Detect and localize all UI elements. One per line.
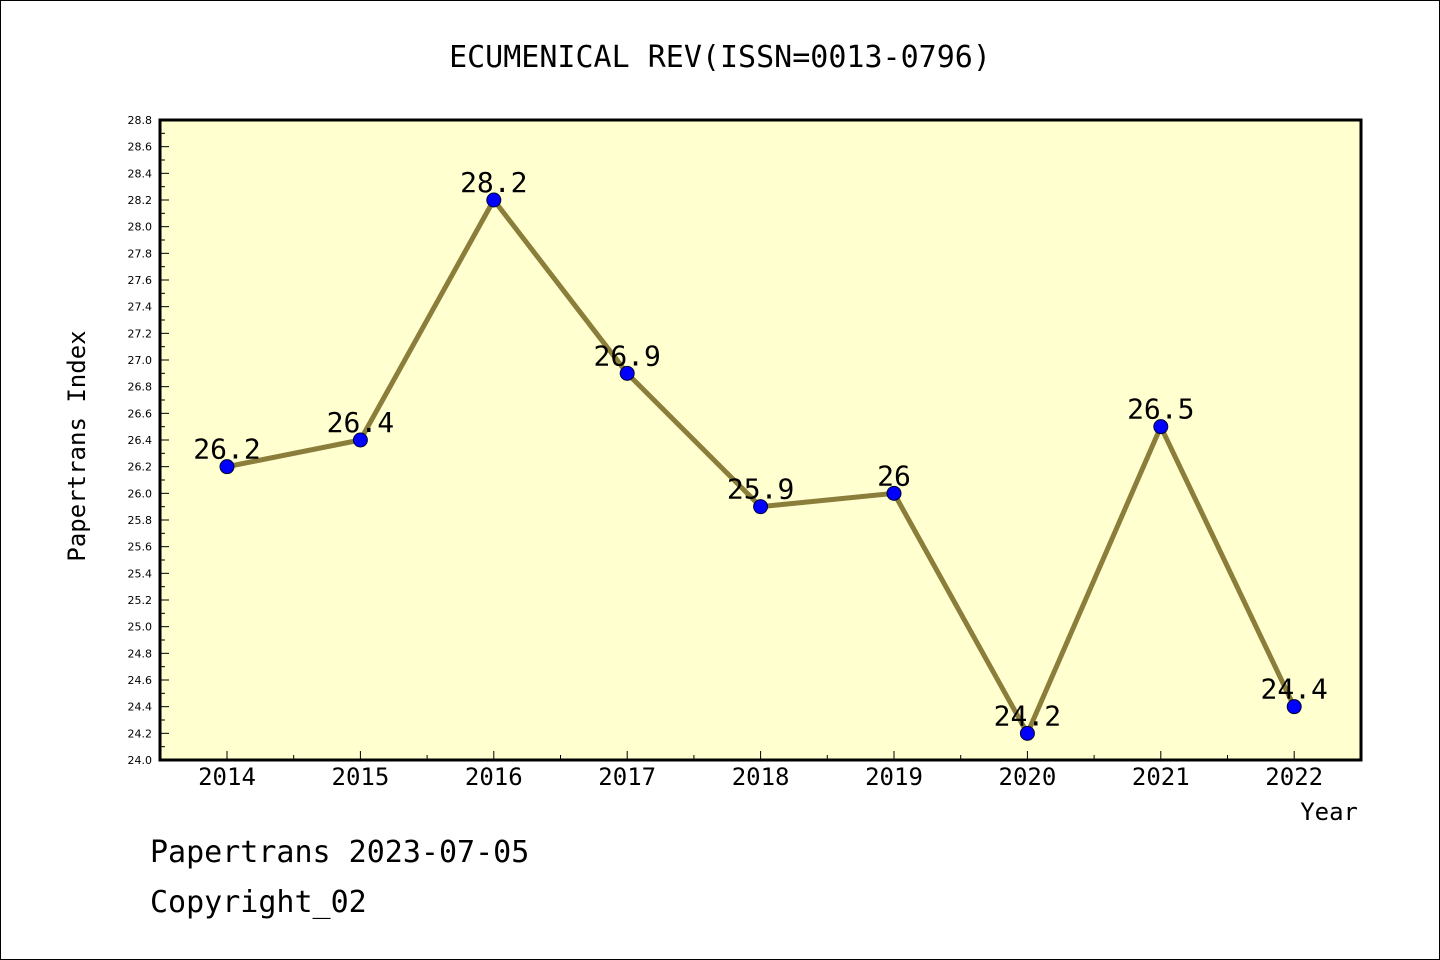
footer-copyright: Copyright_02: [150, 885, 367, 920]
data-point: [219, 459, 235, 475]
series-layer: 26.2 26.4 28.2 26.9 25.9 26 24.2 26.5 24.4: [193, 166, 1328, 741]
data-point: [1286, 699, 1302, 715]
y-tick-label: 27.8: [128, 247, 153, 260]
y-tick-label: 26.2: [128, 461, 153, 474]
data-point: [886, 485, 902, 501]
data-point: [753, 499, 769, 515]
y-tick-label: 26.8: [128, 381, 153, 394]
data-point: [1019, 725, 1035, 741]
y-tick-label: 25.6: [128, 541, 153, 554]
x-tick-label: 2018: [732, 763, 790, 791]
data-point: [486, 192, 502, 208]
y-tick-label: 28.8: [128, 114, 153, 127]
y-tick-label: 24.4: [128, 701, 153, 714]
y-axis: 24.0 24.2 24.4 24.6 24.8 25.0 25.2 25.4 25.6 25.8…: [128, 114, 169, 767]
x-axis-label: Year: [1300, 798, 1358, 826]
y-axis-label: Papertrans Index: [63, 330, 91, 561]
y-tick-label: 26.0: [128, 487, 153, 500]
y-tick-label: 27.0: [128, 354, 153, 367]
y-tick-label: 25.0: [128, 621, 153, 634]
data-label: 26.5: [1127, 393, 1194, 426]
data-point: [619, 365, 635, 381]
y-tick-label: 26.4: [128, 434, 153, 447]
y-tick-label: 24.6: [128, 674, 153, 687]
x-tick-label: 2015: [332, 763, 390, 791]
plot-area: [158, 118, 1363, 762]
y-tick-label: 25.8: [128, 514, 153, 527]
y-tick-label: 25.4: [128, 567, 153, 580]
x-tick-label: 2020: [999, 763, 1057, 791]
x-tick-label: 2019: [865, 763, 923, 791]
data-label: 25.9: [727, 473, 794, 506]
data-label: 24.4: [1260, 673, 1327, 706]
data-label: 24.2: [994, 699, 1061, 732]
y-tick-label: 28.2: [128, 194, 153, 207]
y-tick-label: 28.6: [128, 141, 153, 154]
data-label: 28.2: [460, 166, 527, 199]
y-tick-label: 28.4: [128, 167, 153, 180]
y-tick-label: 27.2: [128, 327, 153, 340]
y-tick-label: 25.2: [128, 594, 153, 607]
data-label: 26.2: [193, 433, 260, 466]
chart-title: ECUMENICAL REV(ISSN=0013-0796): [449, 40, 991, 75]
x-tick-label: 2022: [1265, 763, 1323, 791]
y-tick-label: 24.8: [128, 647, 153, 660]
data-label: 26: [877, 459, 911, 492]
x-tick-label: 2021: [1132, 763, 1190, 791]
data-point: [1153, 419, 1169, 435]
y-tick-label: 26.6: [128, 407, 153, 420]
data-label: 26.4: [327, 406, 394, 439]
y-tick-label: 24.0: [128, 754, 153, 767]
x-axis: 2014 2015 2016 2017 2018 2019 2020 2021 2022: [198, 751, 1323, 791]
footer-date: Papertrans 2023-07-05: [150, 835, 530, 870]
y-tick-label: 28.0: [128, 221, 153, 234]
x-tick-label: 2016: [465, 763, 523, 791]
x-tick-label: 2017: [598, 763, 656, 791]
data-label: 26.9: [593, 339, 660, 372]
data-point: [352, 432, 368, 448]
y-tick-label: 24.2: [128, 727, 153, 740]
y-tick-label: 27.4: [128, 301, 153, 314]
y-tick-label: 27.6: [128, 274, 153, 287]
x-tick-label: 2014: [198, 763, 256, 791]
